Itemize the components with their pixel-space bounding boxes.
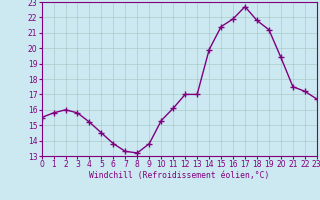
X-axis label: Windchill (Refroidissement éolien,°C): Windchill (Refroidissement éolien,°C) bbox=[89, 171, 269, 180]
